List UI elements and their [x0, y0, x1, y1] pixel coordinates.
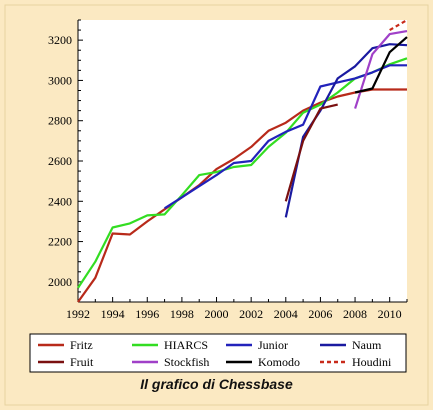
- x-tick-label: 1994: [101, 307, 125, 321]
- y-tick-label: 2600: [48, 154, 72, 168]
- x-tick-label: 2008: [343, 307, 367, 321]
- y-tick-label: 3200: [48, 33, 72, 47]
- x-tick-label: 2000: [205, 307, 229, 321]
- y-tick-label: 2400: [48, 194, 72, 208]
- x-tick-label: 1992: [66, 307, 90, 321]
- x-tick-label: 2006: [308, 307, 332, 321]
- legend-label: Fruit: [70, 355, 94, 369]
- y-tick-label: 3000: [48, 73, 72, 87]
- x-tick-label: 2002: [239, 307, 263, 321]
- y-tick-label: 2000: [48, 275, 72, 289]
- y-tick-label: 2800: [48, 114, 72, 128]
- x-tick-label: 1998: [170, 307, 194, 321]
- legend-label: Komodo: [258, 355, 300, 369]
- y-tick-label: 2200: [48, 235, 72, 249]
- x-tick-label: 2004: [274, 307, 298, 321]
- legend-label: HIARCS: [164, 338, 208, 352]
- legend-label: Junior: [258, 338, 288, 352]
- legend-label: Fritz: [70, 338, 93, 352]
- x-tick-label: 2010: [378, 307, 402, 321]
- legend-label: Naum: [352, 338, 382, 352]
- x-tick-label: 1996: [135, 307, 159, 321]
- legend-label: Houdini: [352, 355, 392, 369]
- legend-label: Stockfish: [164, 355, 209, 369]
- chart-caption: Il grafico di Chessbase: [0, 376, 433, 392]
